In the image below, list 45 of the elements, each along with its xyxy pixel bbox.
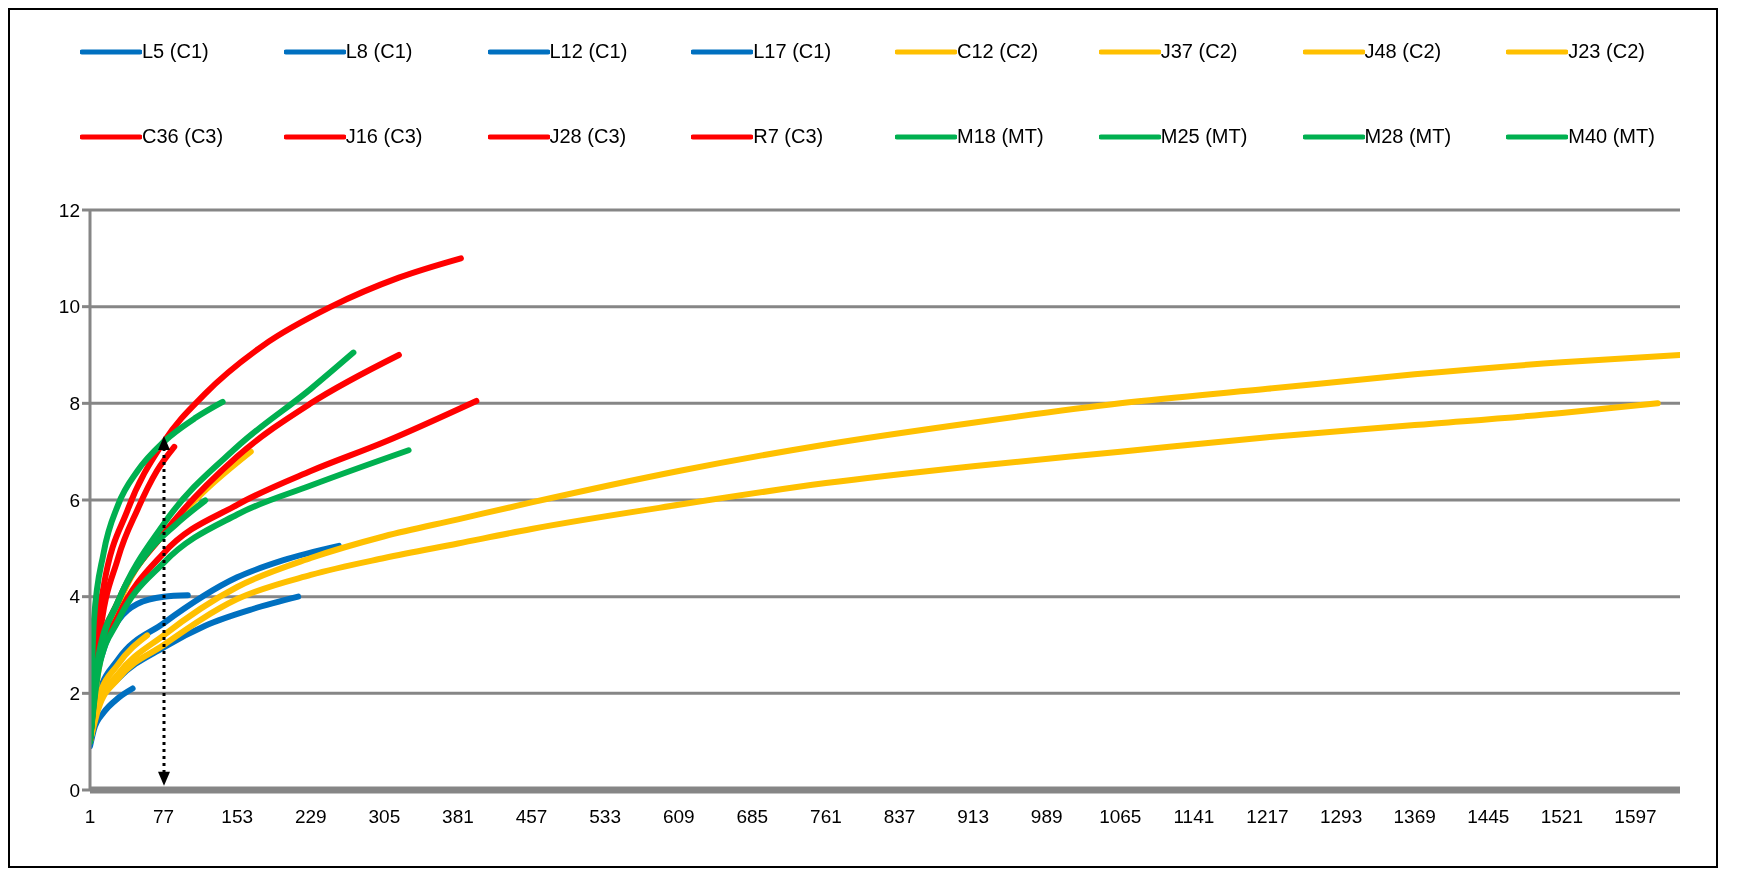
legend-label: J28 (C3) <box>549 125 627 148</box>
legend-label: M18 (MT) <box>957 125 1044 148</box>
y-tick-label: 6 <box>69 489 80 511</box>
x-tick-label: 685 <box>736 806 769 828</box>
y-tick-label: 12 <box>58 199 80 221</box>
x-tick-label: 1369 <box>1393 806 1436 828</box>
legend-label: J16 (C3) <box>345 125 423 148</box>
x-tick-label: 761 <box>810 806 842 828</box>
x-tick-label: 1293 <box>1319 806 1363 828</box>
y-tick-label: 2 <box>69 683 80 705</box>
x-tick-label: 77 <box>153 806 175 828</box>
legend-label: L12 (C1) <box>549 40 628 63</box>
x-tick-label: 1141 <box>1173 806 1215 828</box>
x-tick-label: 989 <box>1030 806 1063 828</box>
legend-label: M28 (MT) <box>1364 125 1452 148</box>
x-tick-label: 837 <box>883 806 916 828</box>
y-tick-label: 0 <box>69 779 80 801</box>
x-tick-label: 533 <box>589 806 621 828</box>
legend-label: J37 (C2) <box>1160 40 1238 63</box>
legend-label: L8 (C1) <box>345 40 413 63</box>
x-tick-label: 229 <box>294 806 327 828</box>
x-tick-label: 609 <box>662 806 695 828</box>
x-tick-label: 1 <box>84 806 96 828</box>
x-tick-label: 153 <box>221 806 254 828</box>
legend-label: M25 (MT) <box>1160 125 1248 148</box>
x-tick-label: 381 <box>442 806 474 828</box>
legend-label: L5 (C1) <box>142 40 209 63</box>
x-tick-label: 1217 <box>1246 806 1289 828</box>
x-tick-label: 1597 <box>1614 806 1657 828</box>
legend-label: J48 (C2) <box>1364 40 1442 63</box>
x-tick-label: 913 <box>957 806 989 828</box>
y-tick-label: 8 <box>69 393 80 415</box>
legend-label: M40 (MT) <box>1568 125 1655 148</box>
x-tick-label: 1445 <box>1467 806 1510 828</box>
legend-label: C12 (C2) <box>957 40 1039 63</box>
x-tick-label: 457 <box>515 806 548 828</box>
y-tick-label: 10 <box>58 296 80 318</box>
y-tick-label: 4 <box>69 586 81 608</box>
legend-label: L17 (C1) <box>753 40 832 63</box>
legend-label: R7 (C3) <box>753 125 824 148</box>
x-tick-label: 1521 <box>1540 806 1583 828</box>
legend-label: C36 (C3) <box>142 125 224 148</box>
legend-label: J23 (C2) <box>1568 40 1645 63</box>
x-tick-label: 305 <box>368 806 401 828</box>
x-tick-label: 1065 <box>1099 806 1142 828</box>
